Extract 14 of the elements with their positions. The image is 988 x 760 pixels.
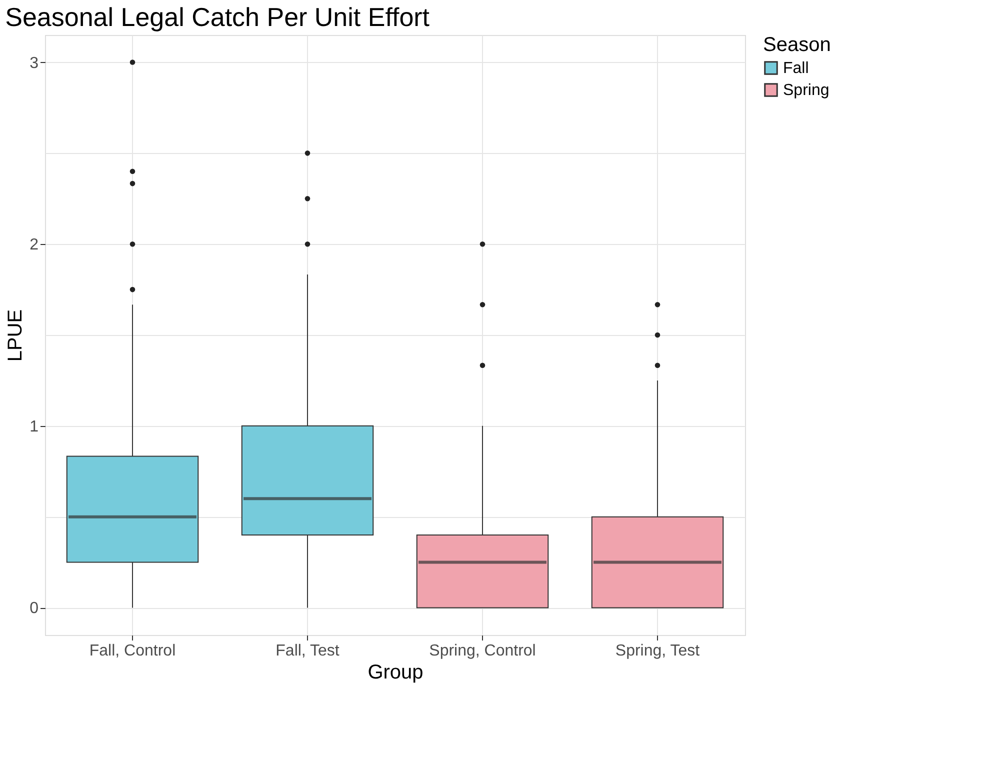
y-tick-label: 2 — [30, 236, 39, 254]
legend-label: Fall — [783, 60, 809, 77]
y-axis-title: LPUE — [4, 309, 27, 362]
x-axis-title: Group — [368, 662, 424, 684]
x-tick-label: Spring, Test — [615, 642, 700, 660]
legend-label: Spring — [783, 82, 830, 99]
y-tick-label: 3 — [30, 54, 39, 72]
y-tick-label: 0 — [30, 600, 39, 618]
x-tick-label: Spring, Control — [429, 642, 536, 660]
chart-title: Seasonal Legal Catch Per Unit Effort — [5, 2, 430, 32]
legend-title: Season — [763, 34, 831, 56]
x-tick-label: Fall, Control — [89, 642, 176, 660]
x-tick-label: Fall, Test — [276, 642, 340, 660]
y-tick-label: 1 — [30, 418, 39, 436]
